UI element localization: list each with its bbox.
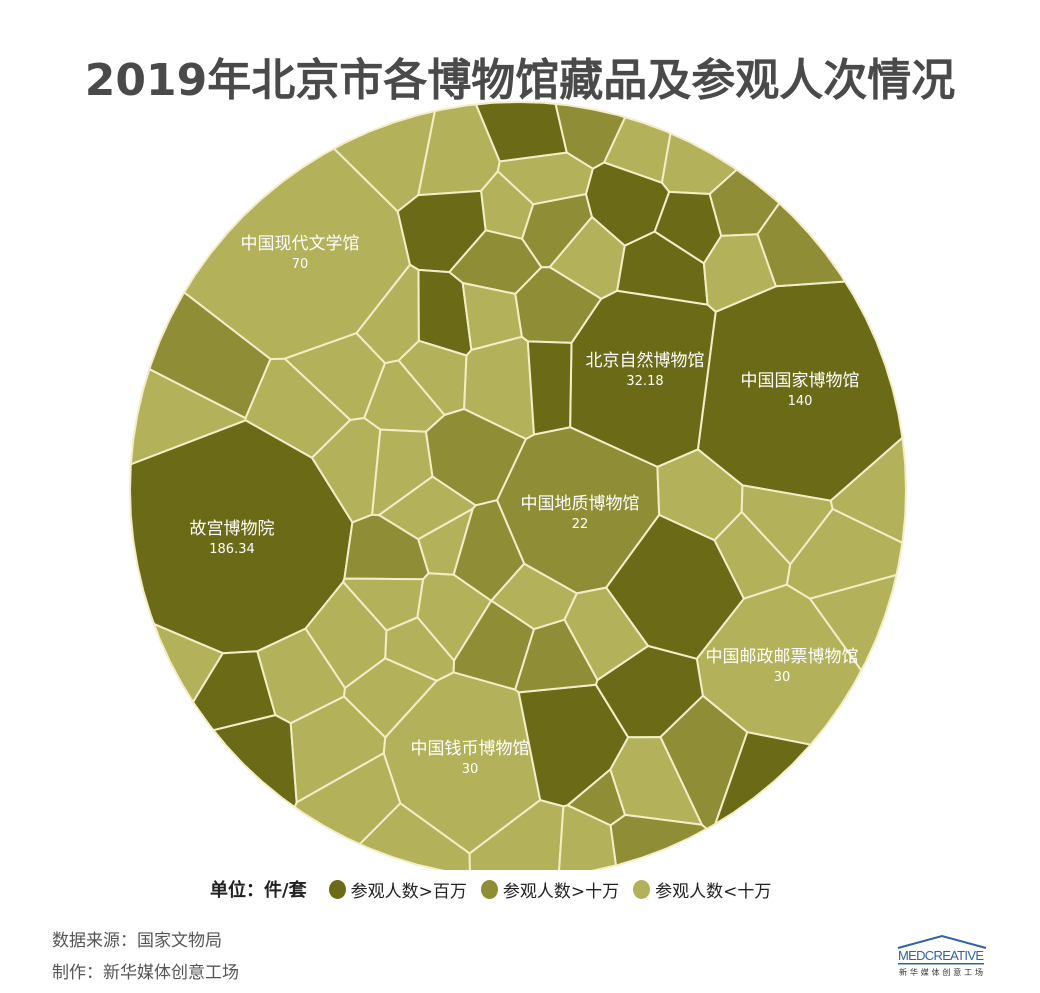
legend-item-gt-100k: 参观人数>十万 xyxy=(480,877,619,902)
cell xyxy=(468,799,565,870)
cell xyxy=(785,508,904,600)
cell xyxy=(293,752,402,846)
legend-swatch xyxy=(328,879,346,899)
legend-item-gt-million: 参观人数>百万 xyxy=(328,877,467,902)
logo: MEDCREATIVE 新华媒体创意工场 xyxy=(897,934,987,977)
legend-swatch xyxy=(633,879,651,899)
svg-text:新华媒体创意工场: 新华媒体创意工场 xyxy=(899,967,983,977)
cell-label-name: 中国钱币博物馆 xyxy=(411,739,530,759)
cell-label-value: 70 xyxy=(292,257,309,272)
cell-label-name: 中国国家博物馆 xyxy=(741,371,860,391)
cell xyxy=(343,657,438,739)
legend: 单位：件/套 参观人数>百万 参观人数>十万 参观人数<十万 xyxy=(210,876,785,902)
cell-label-value: 30 xyxy=(774,670,791,685)
cell xyxy=(358,802,471,870)
legend-swatch xyxy=(480,879,498,899)
cell xyxy=(558,804,617,870)
cell-label-name: 中国地质博物馆 xyxy=(521,494,640,514)
credit: 制作：新华媒体创意工场 xyxy=(52,963,239,983)
cell xyxy=(714,731,812,825)
cell-label-value: 22 xyxy=(572,517,589,532)
cell xyxy=(609,813,708,867)
cell-label-name: 中国邮政邮票博物馆 xyxy=(706,647,859,667)
svg-text:MEDCREATIVE: MEDCREATIVE xyxy=(898,948,984,963)
cell-label-name: 中国现代文学馆 xyxy=(241,234,360,254)
cell-label-value: 30 xyxy=(462,762,479,777)
voronoi-chart: 故宫博物院 186.34 中国国家博物馆 140 中国现代文学馆 70 北京自然博物馆 32.… xyxy=(129,101,907,870)
unit-label: 单位：件/套 xyxy=(210,880,307,901)
chart-title: 2019年北京市各博物馆藏品及参观人次情况 xyxy=(84,55,956,106)
cell-label-value: 140 xyxy=(788,394,813,409)
legend-item-lt-100k: 参观人数<十万 xyxy=(633,877,771,902)
cell xyxy=(756,202,846,288)
cell xyxy=(809,574,898,672)
cell xyxy=(212,714,298,809)
cell-label-name: 北京自然博物馆 xyxy=(586,351,705,371)
cell-label-name: 故宫博物院 xyxy=(190,519,275,539)
cell xyxy=(526,340,573,436)
cell-label-value: 186.34 xyxy=(209,542,255,557)
cell-label-value: 32.18 xyxy=(626,374,663,389)
data-source: 数据来源：国家文物局 xyxy=(52,931,222,951)
